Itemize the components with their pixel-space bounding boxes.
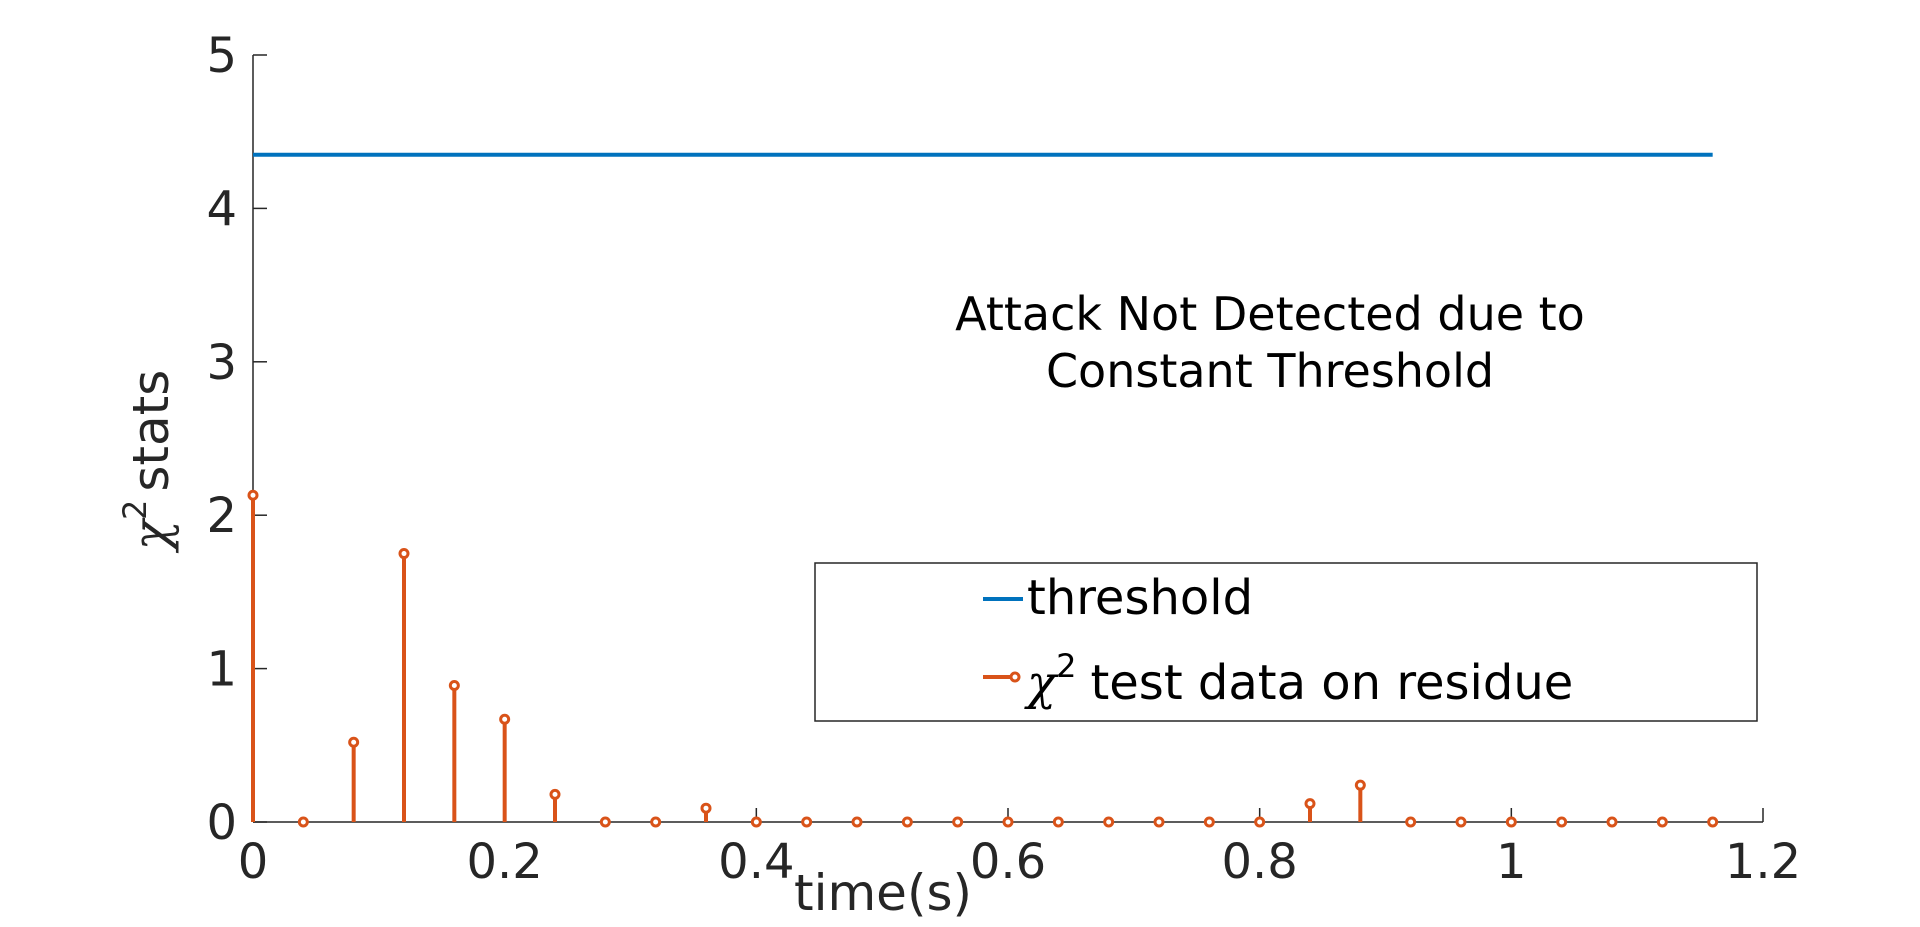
legend-stem-label: χ2 test data on residue bbox=[1024, 647, 1573, 711]
legend-stem-marker bbox=[1009, 671, 1021, 683]
stem-marker bbox=[599, 816, 611, 828]
legend-stem-symbol: χ bbox=[1024, 655, 1059, 711]
x-tick-label: 1 bbox=[1496, 834, 1527, 890]
x-tick-label: 1.2 bbox=[1725, 834, 1801, 890]
stem-marker bbox=[1455, 816, 1467, 828]
y-tick-label: 1 bbox=[206, 642, 237, 698]
annotation-line-1: Attack Not Detected due to bbox=[955, 287, 1585, 341]
x-axis-title: time(s) bbox=[794, 864, 972, 922]
y-tick-label: 5 bbox=[206, 28, 237, 84]
legend: threshold χ2 test data on residue bbox=[814, 562, 1758, 722]
stem-marker bbox=[1556, 816, 1568, 828]
stem-marker bbox=[650, 816, 662, 828]
stem-marker bbox=[1002, 816, 1014, 828]
stem-marker bbox=[801, 816, 813, 828]
stem-marker bbox=[1707, 816, 1719, 828]
annotation-line-2: Constant Threshold bbox=[1046, 344, 1494, 398]
stem-marker bbox=[700, 802, 712, 814]
stem-marker bbox=[1656, 816, 1668, 828]
stem-marker bbox=[398, 548, 410, 560]
x-tick-label: 0.2 bbox=[466, 834, 542, 890]
stem-marker bbox=[247, 489, 259, 501]
y-tick-label: 3 bbox=[206, 335, 237, 391]
stem-marker bbox=[348, 736, 360, 748]
stem-marker bbox=[1354, 779, 1366, 791]
stem-marker bbox=[1153, 816, 1165, 828]
stem-marker bbox=[549, 788, 561, 800]
y-tick-label: 2 bbox=[206, 488, 237, 544]
x-tick-label: 0.6 bbox=[970, 834, 1046, 890]
x-tick-label: 0.4 bbox=[718, 834, 794, 890]
legend-box bbox=[814, 562, 1758, 722]
stem-marker bbox=[1203, 816, 1215, 828]
stem-marker bbox=[851, 816, 863, 828]
y-axis-title-symbol: χ bbox=[122, 517, 180, 553]
x-tick-label: 0.8 bbox=[1221, 834, 1297, 890]
stem-marker bbox=[1505, 816, 1517, 828]
stem-marker bbox=[1254, 816, 1266, 828]
y-axis-title-sup: 2 bbox=[116, 500, 154, 520]
stem-marker bbox=[1103, 816, 1115, 828]
stem-marker bbox=[1606, 816, 1618, 828]
stem-marker bbox=[448, 679, 460, 691]
stem-marker bbox=[1304, 798, 1316, 810]
stem-marker bbox=[1052, 816, 1064, 828]
y-tick-label: 0 bbox=[206, 795, 237, 851]
y-axis-title-text: stats bbox=[122, 370, 180, 492]
series-layer bbox=[247, 152, 1719, 828]
stem-marker bbox=[297, 816, 309, 828]
stem-marker bbox=[750, 816, 762, 828]
legend-threshold-label: threshold bbox=[1027, 570, 1253, 626]
svg-text:χ2stats: χ2 stats bbox=[116, 370, 180, 554]
legend-stem-text: test data on residue bbox=[1090, 655, 1573, 711]
stem-marker bbox=[901, 816, 913, 828]
y-axis-title: χ2 stats bbox=[116, 370, 180, 554]
stem-marker bbox=[952, 816, 964, 828]
stem-marker bbox=[499, 713, 511, 725]
x-tick-label: 0 bbox=[238, 834, 269, 890]
axes: 0 0.2 0.4 0.6 0.8 1 1.2 0 1 2 3 4 5 bbox=[206, 28, 1801, 890]
stem-marker bbox=[1405, 816, 1417, 828]
legend-stem-sup: 2 bbox=[1056, 647, 1076, 685]
y-tick-label: 4 bbox=[206, 181, 237, 237]
